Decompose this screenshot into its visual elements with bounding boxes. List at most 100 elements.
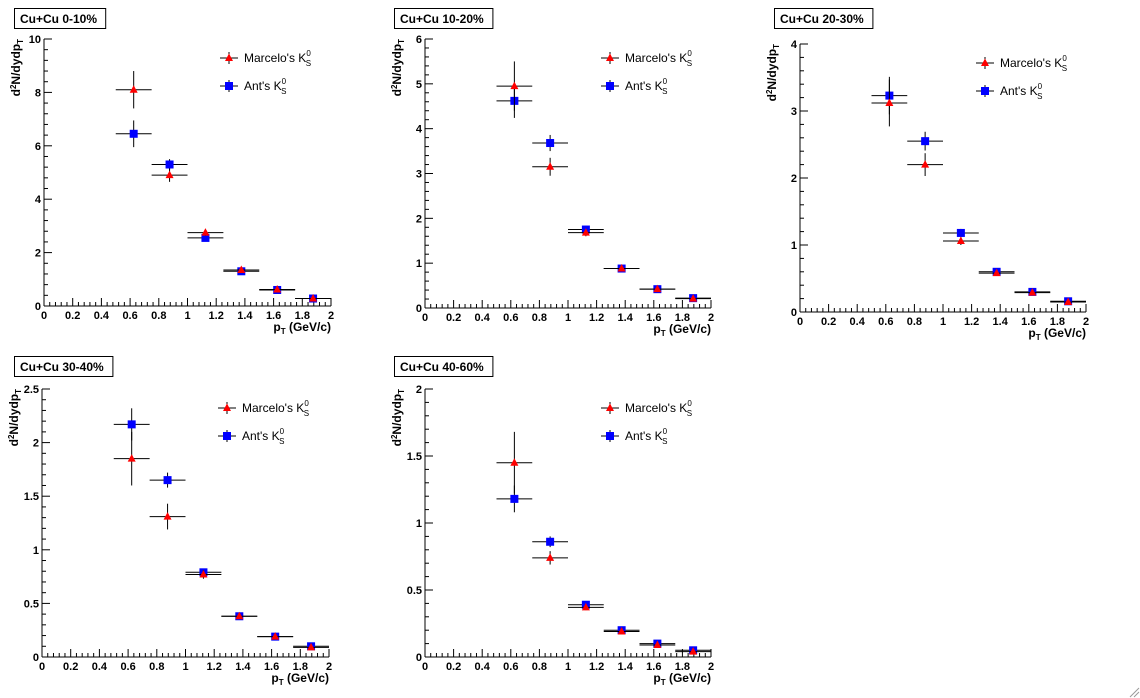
resize-grip-icon[interactable] (1128, 686, 1140, 698)
data-point-triangle (992, 268, 1001, 277)
legend-triangle-icon (225, 53, 233, 61)
legend-label: Ant's K0 S (242, 427, 285, 446)
x-tick-label: 1 (940, 316, 946, 328)
x-tick-label: 0.4 (475, 661, 491, 673)
plot-panel-2: Cu+Cu 10-20% 0 0.2 0.4 0.6 0.8 1 1.2 1.4 1.6 1.8 2 0… (390, 8, 714, 338)
y-tick-label: 2 (791, 173, 797, 185)
x-tick-label: 2 (328, 310, 334, 322)
data-point-triangle (885, 98, 894, 106)
y-tick-label: 5 (416, 79, 422, 91)
x-tick-label: 0.2 (446, 312, 461, 324)
data-point-triangle (546, 162, 555, 170)
x-tick-label: 0 (422, 661, 428, 673)
legend-label: Ant's K0 S (625, 77, 668, 96)
y-tick-label: 2 (416, 384, 422, 396)
series-ant (871, 76, 1086, 306)
plot-title-text: Cu+Cu 40-60% (400, 360, 484, 374)
x-tick-label: 1.2 (589, 312, 604, 324)
y-tick-label: 1 (791, 240, 797, 252)
x-tick-label: 1 (182, 661, 188, 673)
series-ant (115, 120, 331, 303)
y-tick-label: 6 (35, 141, 41, 153)
x-tick-label: 0.6 (503, 312, 518, 324)
data-point-triangle (309, 294, 318, 302)
data-point-triangle (510, 458, 519, 466)
plot-title-text: Cu+Cu 10-20% (400, 12, 484, 26)
y-tick-label: 2 (416, 213, 422, 225)
x-axis-label: pT (GeV/c) (273, 320, 331, 336)
plot-title: Cu+Cu 10-20% (394, 8, 494, 29)
data-point-triangle (689, 294, 698, 302)
legend-label: Ant's K0 S (1000, 82, 1043, 101)
plot-panel-1: Cu+Cu 0-10% 0 0.2 0.4 0.6 0.8 1 1.2 1.4 1.6 1.8 2 0 2… (9, 8, 334, 336)
x-tick-label: 2 (1083, 316, 1089, 328)
y-tick-label: 2 (35, 248, 41, 260)
legend-triangle-icon (223, 403, 231, 411)
x-tick-label: 1.2 (589, 661, 604, 673)
x-tick-label: 1 (565, 312, 571, 324)
y-axis-label: d2N/dydpT (9, 39, 25, 96)
data-point-triangle (129, 85, 138, 93)
x-tick-label: 1.4 (993, 316, 1009, 328)
plot-panel-5: Cu+Cu 40-60% 0 0.2 0.4 0.6 0.8 1 1.2 1.4 1.6 1.8 2 0… (390, 356, 714, 687)
data-point-triangle (273, 284, 282, 293)
x-tick-label: 2 (326, 661, 332, 673)
x-tick-label: 0.8 (532, 312, 547, 324)
x-tick-label: 0.8 (149, 661, 164, 673)
x-tick-label: 0.8 (151, 310, 166, 322)
x-tick-label: 1.4 (618, 661, 634, 673)
x-tick-label: 0 (41, 310, 47, 322)
plot-title: Cu+Cu 0-10% (14, 8, 107, 29)
data-point-square (546, 537, 555, 546)
data-point-triangle (127, 454, 136, 462)
legend-entry-ant: Ant's K0 S (218, 427, 285, 446)
legend-label: Marcelo's K0 S (1000, 54, 1067, 73)
plot-panel-4: Cu+Cu 30-40% 0 0.2 0.4 0.6 0.8 1 1.2 1.4 1.6 1.8 2 0… (7, 356, 332, 687)
plot-title-frame (14, 356, 114, 377)
data-point-square (127, 420, 136, 429)
x-tick-label: 2 (708, 661, 714, 673)
plot-title-frame (14, 8, 107, 29)
x-tick-label: 1.6 (1021, 316, 1036, 328)
x-tick-label: 0.8 (907, 316, 922, 328)
x-tick-label: 0.6 (878, 316, 893, 328)
data-point-triangle (653, 284, 662, 293)
y-tick-label: 4 (416, 124, 423, 136)
x-tick-label: 1.4 (618, 312, 634, 324)
y-tick-label: 1 (416, 518, 422, 530)
y-tick-label: 1 (416, 258, 422, 270)
y-tick-label: 2.5 (24, 384, 39, 396)
legend: Marcelo's K0 S Ant's K0 S (601, 49, 692, 96)
x-tick-label: 1.2 (964, 316, 979, 328)
series-marcelo (496, 61, 711, 302)
data-point-triangle (546, 553, 555, 561)
legend-entry-ant: Ant's K0 S (220, 77, 287, 96)
data-point-triangle (617, 627, 626, 635)
plot-title-frame (394, 8, 494, 29)
legend-entry-marcelo: Marcelo's K0 S (976, 54, 1067, 73)
x-axis-label: pT (GeV/c) (271, 671, 329, 687)
legend-square-icon (981, 87, 989, 95)
legend: Marcelo's K0 S Ant's K0 S (601, 399, 692, 446)
x-tick-label: 0 (422, 312, 428, 324)
legend: Marcelo's K0 S Ant's K0 S (976, 54, 1067, 101)
x-tick-label: 0.2 (63, 661, 78, 673)
plot-title: Cu+Cu 30-40% (14, 356, 114, 377)
x-tick-label: 1.8 (293, 661, 308, 673)
data-point-square (956, 228, 965, 237)
legend-label: Marcelo's K0 S (242, 399, 309, 418)
data-point-square (546, 139, 555, 148)
x-tick-label: 0.6 (120, 661, 135, 673)
legend-label: Ant's K0 S (244, 77, 287, 96)
legend-entry-marcelo: Marcelo's K0 S (218, 399, 309, 418)
y-axis-label: d2N/dydpT (390, 39, 406, 96)
data-point-triangle (307, 642, 316, 651)
legend-entry-marcelo: Marcelo's K0 S (220, 49, 311, 68)
data-point-triangle (199, 569, 208, 578)
data-point-triangle (165, 170, 174, 179)
series-marcelo (113, 431, 329, 651)
x-tick-label: 1.4 (237, 310, 253, 322)
series-ant (496, 485, 711, 655)
x-tick-label: 0.4 (850, 316, 866, 328)
